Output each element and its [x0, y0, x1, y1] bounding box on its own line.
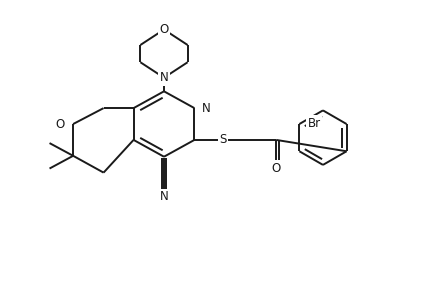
Text: N: N — [160, 71, 168, 84]
Text: O: O — [271, 162, 281, 175]
Text: O: O — [56, 117, 65, 131]
Text: N: N — [202, 102, 211, 115]
Text: O: O — [160, 23, 169, 36]
Text: S: S — [219, 134, 227, 146]
Text: N: N — [160, 190, 168, 203]
Text: Br: Br — [308, 117, 321, 130]
